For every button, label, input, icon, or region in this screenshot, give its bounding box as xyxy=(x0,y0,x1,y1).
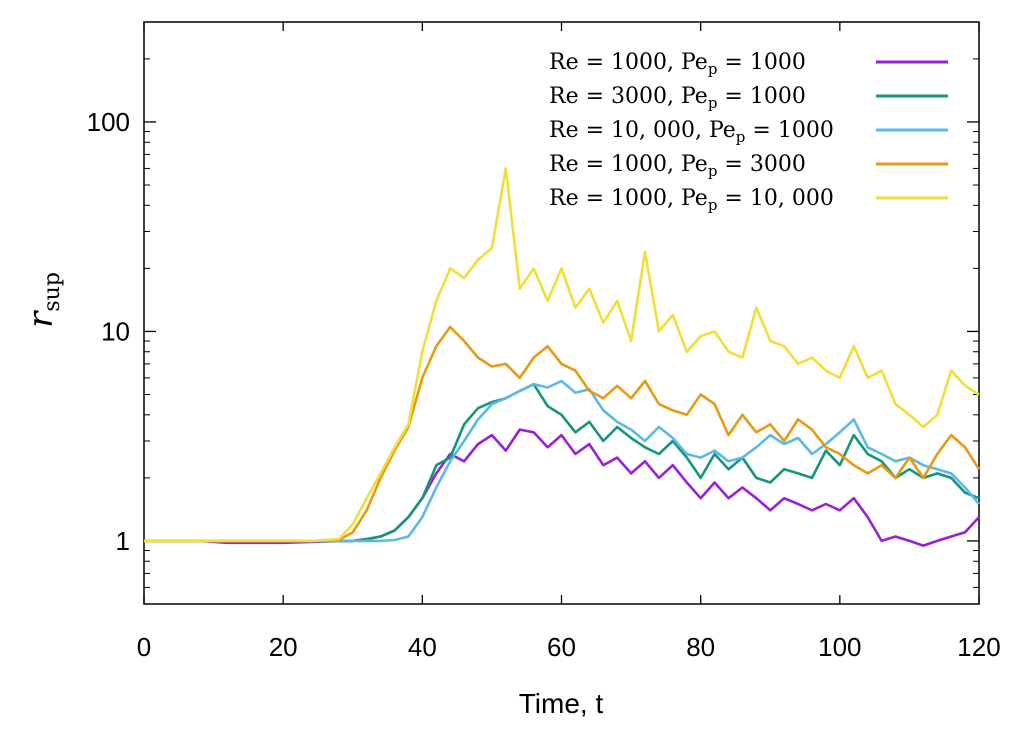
plot-area xyxy=(144,167,981,547)
legend-label: Re = 1000, Pep = 1000 xyxy=(549,50,806,78)
legend-label-sub: p xyxy=(708,60,718,78)
legend-entry: Re = 10, 000, Pep = 1000 xyxy=(549,118,948,146)
legend-label-sub: p xyxy=(708,162,718,180)
legend-label-main: Re = 3000, Pe xyxy=(549,84,708,109)
y-axis-label-sub: sup xyxy=(40,272,65,312)
y-tick-labels: 1 10 100 xyxy=(87,107,130,556)
legend-label-sub: p xyxy=(708,196,718,214)
x-tick-label: 0 xyxy=(137,632,151,662)
y-axis-label-main: r xyxy=(21,310,61,328)
series-line-1 xyxy=(144,428,980,547)
y-tick-label: 1 xyxy=(116,526,130,556)
x-tick-label: 100 xyxy=(818,632,861,662)
axes-frame xyxy=(143,21,980,605)
y-axis-label: rsup xyxy=(21,272,65,328)
x-tick-label: 60 xyxy=(547,632,576,662)
legend-label: Re = 1000, Pep = 10, 000 xyxy=(549,186,834,214)
x-tick-label: 20 xyxy=(269,632,298,662)
legend-entry: Re = 1000, Pep = 3000 xyxy=(549,152,948,180)
series-line-5 xyxy=(144,167,980,543)
legend-label-main: Re = 1000, Pe xyxy=(549,186,708,211)
series-line-4 xyxy=(144,325,981,543)
legend-label-tail: = 3000 xyxy=(717,152,805,177)
legend-label-main: Re = 1000, Pe xyxy=(549,152,708,177)
axis-ticks xyxy=(143,22,980,604)
x-tick-labels: 0 20 40 60 80 100 120 xyxy=(137,632,1001,662)
legend-label-main: Re = 1000, Pe xyxy=(549,50,708,75)
legend-label-sub: p xyxy=(736,128,746,146)
x-tick-label: 120 xyxy=(957,632,1000,662)
x-tick-label: 40 xyxy=(408,632,437,662)
legend-label-tail: = 1000 xyxy=(745,118,833,143)
legend-label-tail: = 10, 000 xyxy=(717,186,833,211)
y-tick-label: 100 xyxy=(87,107,130,137)
legend-entry: Re = 3000, Pep = 1000 xyxy=(549,84,948,112)
legend-label: Re = 10, 000, Pep = 1000 xyxy=(549,118,834,146)
legend-entry: Re = 1000, Pep = 10, 000 xyxy=(549,186,948,214)
plot-border xyxy=(143,21,980,605)
legend-label-sub: p xyxy=(708,94,718,112)
x-axis-label: Time, t xyxy=(519,688,604,719)
legend-label: Re = 3000, Pep = 1000 xyxy=(549,84,806,112)
series-line-2 xyxy=(144,382,980,543)
y-tick-label: 10 xyxy=(101,316,130,346)
legend-entry: Re = 1000, Pep = 1000 xyxy=(549,50,948,78)
legend-label-main: Re = 10, 000, Pe xyxy=(549,118,736,143)
x-tick-label: 80 xyxy=(686,632,715,662)
legend-label-tail: = 1000 xyxy=(717,50,805,75)
legend-label-tail: = 1000 xyxy=(717,84,805,109)
legend-label: Re = 1000, Pep = 3000 xyxy=(549,152,806,180)
series-line-3 xyxy=(144,379,980,543)
